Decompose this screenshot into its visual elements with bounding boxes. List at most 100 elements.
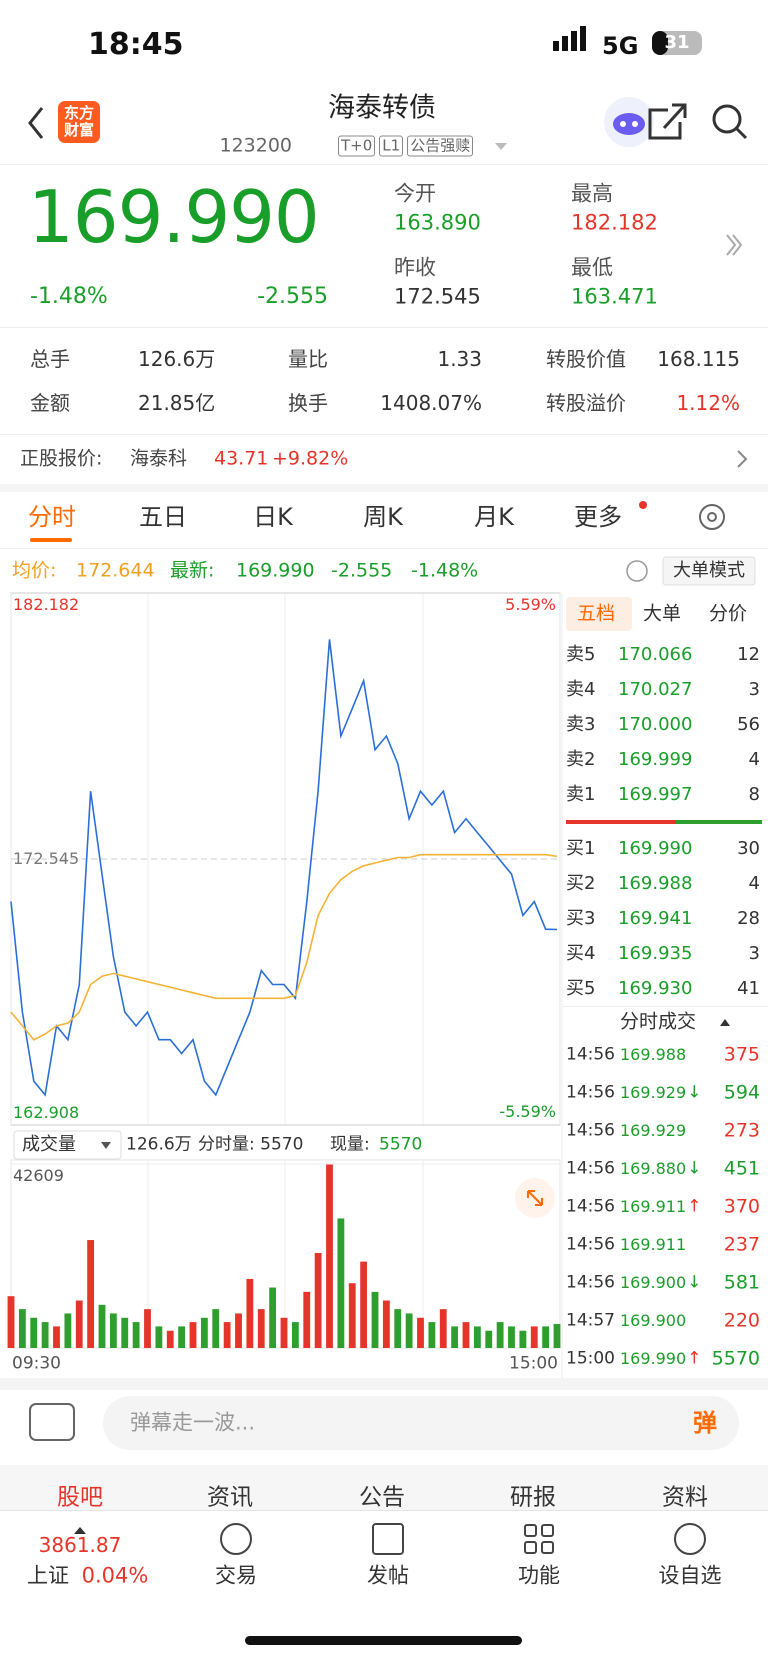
volume-total: 126.6万 — [126, 1134, 192, 1155]
y-tick-label: 162.908 — [13, 1103, 80, 1122]
book-tab[interactable]: 大单 — [642, 602, 682, 625]
nav-icon[interactable] — [674, 1523, 706, 1555]
volume-title[interactable]: 成交量 — [22, 1134, 76, 1155]
help-icon[interactable] — [626, 560, 648, 582]
divider — [0, 327, 768, 328]
nav-icon[interactable] — [372, 1523, 404, 1555]
sub-tab[interactable]: 资讯 — [207, 1484, 253, 1511]
volume-bar — [428, 1322, 436, 1348]
share-icon[interactable] — [648, 103, 687, 140]
trade-dir: ↓ — [687, 1272, 702, 1293]
network: 5G — [602, 32, 639, 60]
sub-tab[interactable]: 研报 — [510, 1484, 556, 1511]
volume-bar — [496, 1322, 504, 1348]
volume-bar — [87, 1240, 95, 1348]
y-tick-label: 182.182 — [13, 595, 80, 614]
info: 172.644 — [76, 559, 155, 582]
field-value: 163.471 — [571, 284, 658, 309]
info: -2.555 — [331, 559, 393, 582]
sub-tab[interactable]: 公告 — [359, 1484, 405, 1511]
sort-icon[interactable] — [720, 1019, 730, 1026]
nav-label[interactable]: 功能 — [518, 1563, 560, 1588]
sub-tab[interactable]: 股吧 — [57, 1484, 103, 1511]
comment-placeholder[interactable]: 弹幕走一波... — [130, 1410, 256, 1435]
trade-time: 14:56 — [566, 1234, 615, 1255]
volume-bar — [394, 1309, 402, 1348]
volume-bar — [348, 1283, 356, 1348]
volume-bar — [371, 1291, 379, 1348]
nav-label[interactable]: 交易 — [215, 1563, 257, 1588]
mode-button-text[interactable]: 大单模式 — [673, 560, 745, 581]
stat-value: 1408.07% — [380, 391, 482, 415]
field-value: 172.545 — [394, 284, 481, 309]
tab[interactable]: 月K — [474, 503, 514, 531]
field-label: 最高 — [571, 181, 613, 206]
more-icon[interactable] — [726, 234, 743, 256]
volume-bar — [109, 1313, 117, 1348]
mode-button[interactable] — [662, 556, 756, 586]
nav-label[interactable]: 设自选 — [658, 1563, 722, 1588]
book-volume: 30 — [737, 838, 760, 859]
book-tab[interactable]: 五档 — [576, 602, 616, 625]
volume-bar — [314, 1252, 322, 1348]
logo — [58, 101, 100, 143]
trade-volume: 581 — [723, 1271, 760, 1294]
x-tick-label: 09:30 — [12, 1353, 61, 1374]
tab[interactable]: 分时 — [28, 503, 76, 531]
tab[interactable]: 周K — [363, 503, 403, 531]
book-volume: 56 — [737, 714, 760, 735]
trade-time: 14:56 — [566, 1272, 615, 1293]
volume-bar — [64, 1313, 72, 1348]
dropdown-icon[interactable] — [495, 143, 507, 150]
settings-icon[interactable] — [699, 504, 725, 530]
nav-icon[interactable] — [524, 1524, 537, 1537]
volume-minute: 分时量: 5570 — [198, 1134, 304, 1155]
volume-bar — [212, 1309, 220, 1348]
book-label: 买4 — [566, 943, 596, 964]
nav-icon[interactable] — [220, 1523, 252, 1555]
chevron[interactable] — [737, 450, 748, 468]
trade-price: 169.929 — [620, 1083, 687, 1102]
book-tab[interactable]: 分价 — [708, 602, 748, 625]
volume-select[interactable] — [13, 1130, 122, 1160]
underlying-price: 43.71 — [214, 447, 269, 470]
underlying-change: +9.82% — [272, 447, 349, 470]
tab[interactable]: 更多 — [574, 503, 622, 531]
field-label: 今开 — [394, 181, 436, 206]
volume-bar — [18, 1309, 26, 1348]
trade-time: 14:56 — [566, 1044, 615, 1065]
field-label: 最低 — [571, 255, 613, 280]
comment-icon[interactable] — [29, 1403, 75, 1441]
danmu-button[interactable]: 弹 — [693, 1409, 717, 1437]
volume-bar — [132, 1322, 140, 1348]
book-label: 买3 — [566, 908, 596, 929]
volume-bar — [473, 1326, 481, 1348]
sub-tab[interactable]: 资料 — [662, 1484, 708, 1511]
volume-bar — [189, 1322, 197, 1348]
nav-label[interactable]: 发帖 — [367, 1563, 409, 1588]
info: 均价: — [12, 559, 57, 582]
book-price: 170.027 — [618, 679, 693, 700]
back-icon[interactable] — [28, 107, 44, 139]
search-icon[interactable] — [712, 104, 742, 134]
trade-price: 169.880 — [620, 1159, 687, 1178]
trade-price: 169.929 — [620, 1121, 687, 1140]
trades-title: 分时成交 — [620, 1010, 697, 1033]
divider — [0, 1378, 768, 1390]
field-value: 163.890 — [394, 210, 481, 235]
tab[interactable]: 五日 — [139, 503, 187, 531]
divider — [0, 164, 768, 165]
trade-time: 15:00 — [566, 1348, 615, 1369]
book-label: 卖5 — [566, 644, 596, 665]
trade-price: 169.911 — [620, 1235, 687, 1254]
comment-input[interactable] — [103, 1396, 739, 1450]
book-price: 169.988 — [618, 873, 693, 894]
volume-bar — [269, 1287, 277, 1348]
book-price: 169.935 — [618, 943, 693, 964]
volume-bar — [291, 1322, 299, 1348]
volume-bar — [417, 1317, 424, 1348]
tab[interactable]: 日K — [253, 503, 293, 531]
book-volume: 4 — [748, 749, 760, 770]
field-value: 182.182 — [571, 210, 658, 235]
trade-price: 169.900 — [620, 1273, 687, 1292]
